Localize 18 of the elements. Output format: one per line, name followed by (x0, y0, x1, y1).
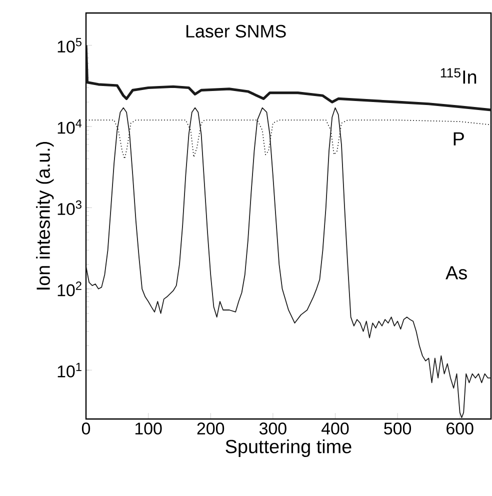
x-tick-label: 200 (197, 422, 224, 435)
y-axis-title: Ion intesnity (a.u.) (36, 142, 54, 290)
y-tick-label: 10$^{2}$ (58, 282, 82, 296)
x-tick-label: 100 (135, 422, 162, 435)
y-tick-label: 10$^{4}$ (58, 119, 82, 134)
x-axis-title: Sputtering time (226, 439, 352, 457)
x-tick-label: 300 (259, 422, 286, 435)
x-tick-label: 500 (384, 422, 412, 435)
x-tick-label: 600 (446, 422, 474, 435)
text: As (446, 266, 467, 280)
y-tick-label: 10$^{3}$ (58, 200, 82, 216)
x-tick-label: 0 (82, 422, 90, 435)
series-label: $^{115}$In (440, 68, 476, 84)
series-label: P (454, 132, 464, 146)
x-tick-label: 400 (321, 422, 349, 435)
annotation: Laser SNMS (186, 24, 286, 38)
y-tick-label: 10$^{1}$ (58, 362, 82, 378)
y-tick-label: 10$^{5}$ (58, 38, 82, 53)
